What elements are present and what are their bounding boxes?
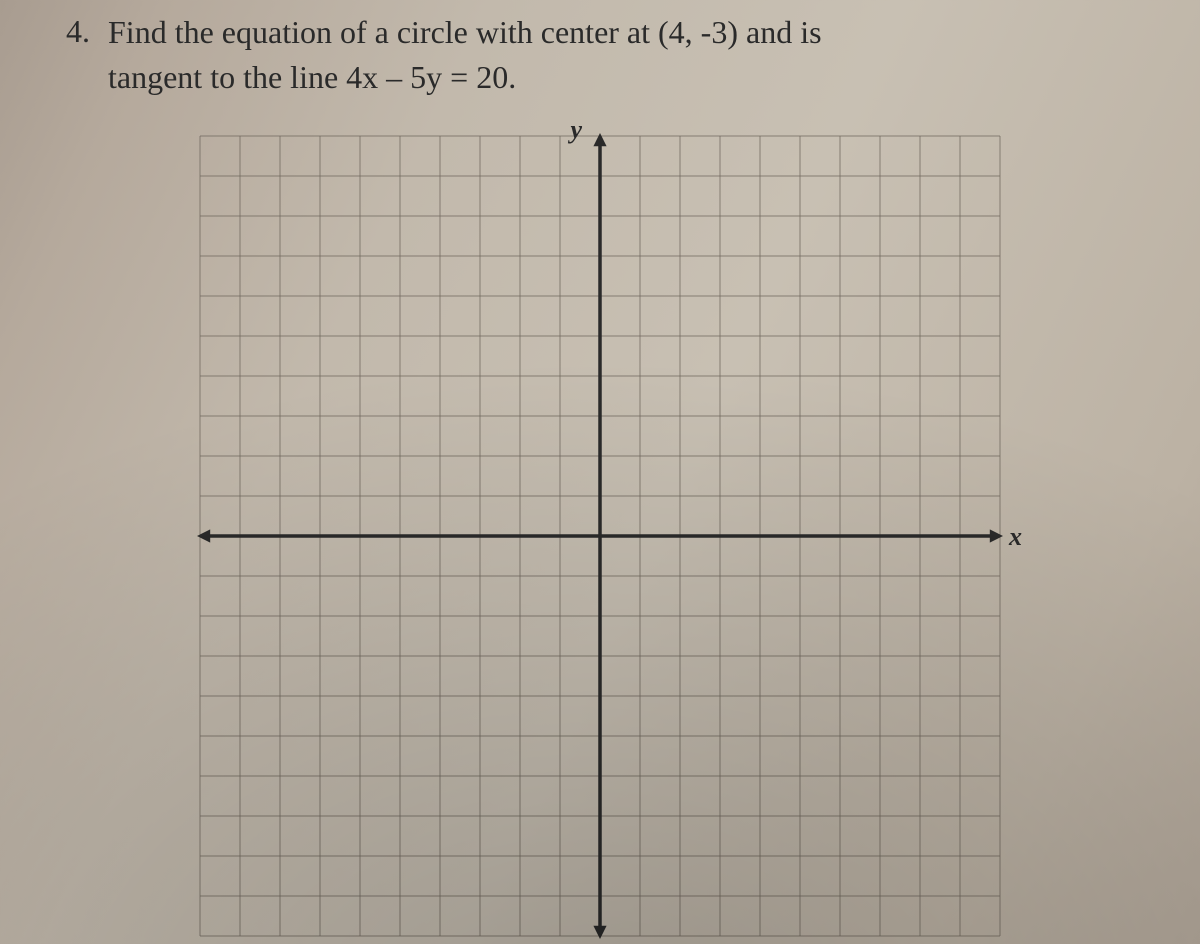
problem-block: 4. Find the equation of a circle with ce…: [50, 10, 1150, 100]
coordinate-grid: yx: [170, 106, 1030, 944]
problem-line2: tangent to the line 4x – 5y = 20.: [108, 59, 516, 95]
problem-line1: Find the equation of a circle with cente…: [108, 14, 822, 50]
problem-text: Find the equation of a circle with cente…: [108, 10, 822, 100]
graph-frame: yx: [170, 106, 1030, 944]
problem-number: 4.: [50, 10, 90, 53]
y-axis-label: y: [567, 115, 582, 144]
graph-container: yx: [50, 106, 1150, 944]
x-axis-label: x: [1008, 522, 1022, 551]
